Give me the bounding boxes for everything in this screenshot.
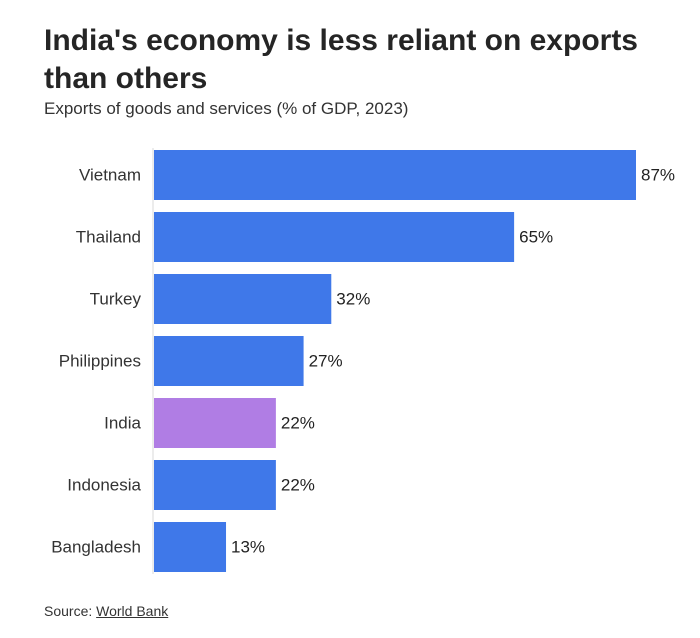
bar-chart: Vietnam 87% Thailand 65% Turkey 32% Philippine… [51,148,675,574]
value-label: 87% [641,166,675,185]
source-link[interactable]: World Bank [96,603,169,619]
bar-vietnam [154,150,636,200]
category-label: India [104,414,141,433]
value-label: 13% [231,538,265,557]
value-label: 22% [281,476,315,495]
category-label: Indonesia [67,476,141,495]
bar-philippines [154,336,304,386]
source-label: Source: [44,603,93,619]
bar-bangladesh [154,522,227,572]
bar-indonesia [154,460,276,510]
chart-subtitle: Exports of goods and services (% of GDP,… [44,99,409,118]
chart-title: India's economy is less reliant on expor… [44,24,638,95]
value-label: 65% [519,228,553,247]
value-label: 22% [281,414,315,433]
bar-turkey [154,274,332,324]
category-label: Bangladesh [51,538,141,557]
category-label: Philippines [59,352,141,371]
bar-thailand [154,212,515,262]
category-label: Turkey [90,290,142,309]
bar-india [154,398,276,448]
category-label: Thailand [76,228,141,247]
value-label: 32% [336,290,370,309]
source-note: Source: World Bank [44,602,168,620]
value-label: 27% [309,352,343,371]
category-label: Vietnam [79,166,141,185]
